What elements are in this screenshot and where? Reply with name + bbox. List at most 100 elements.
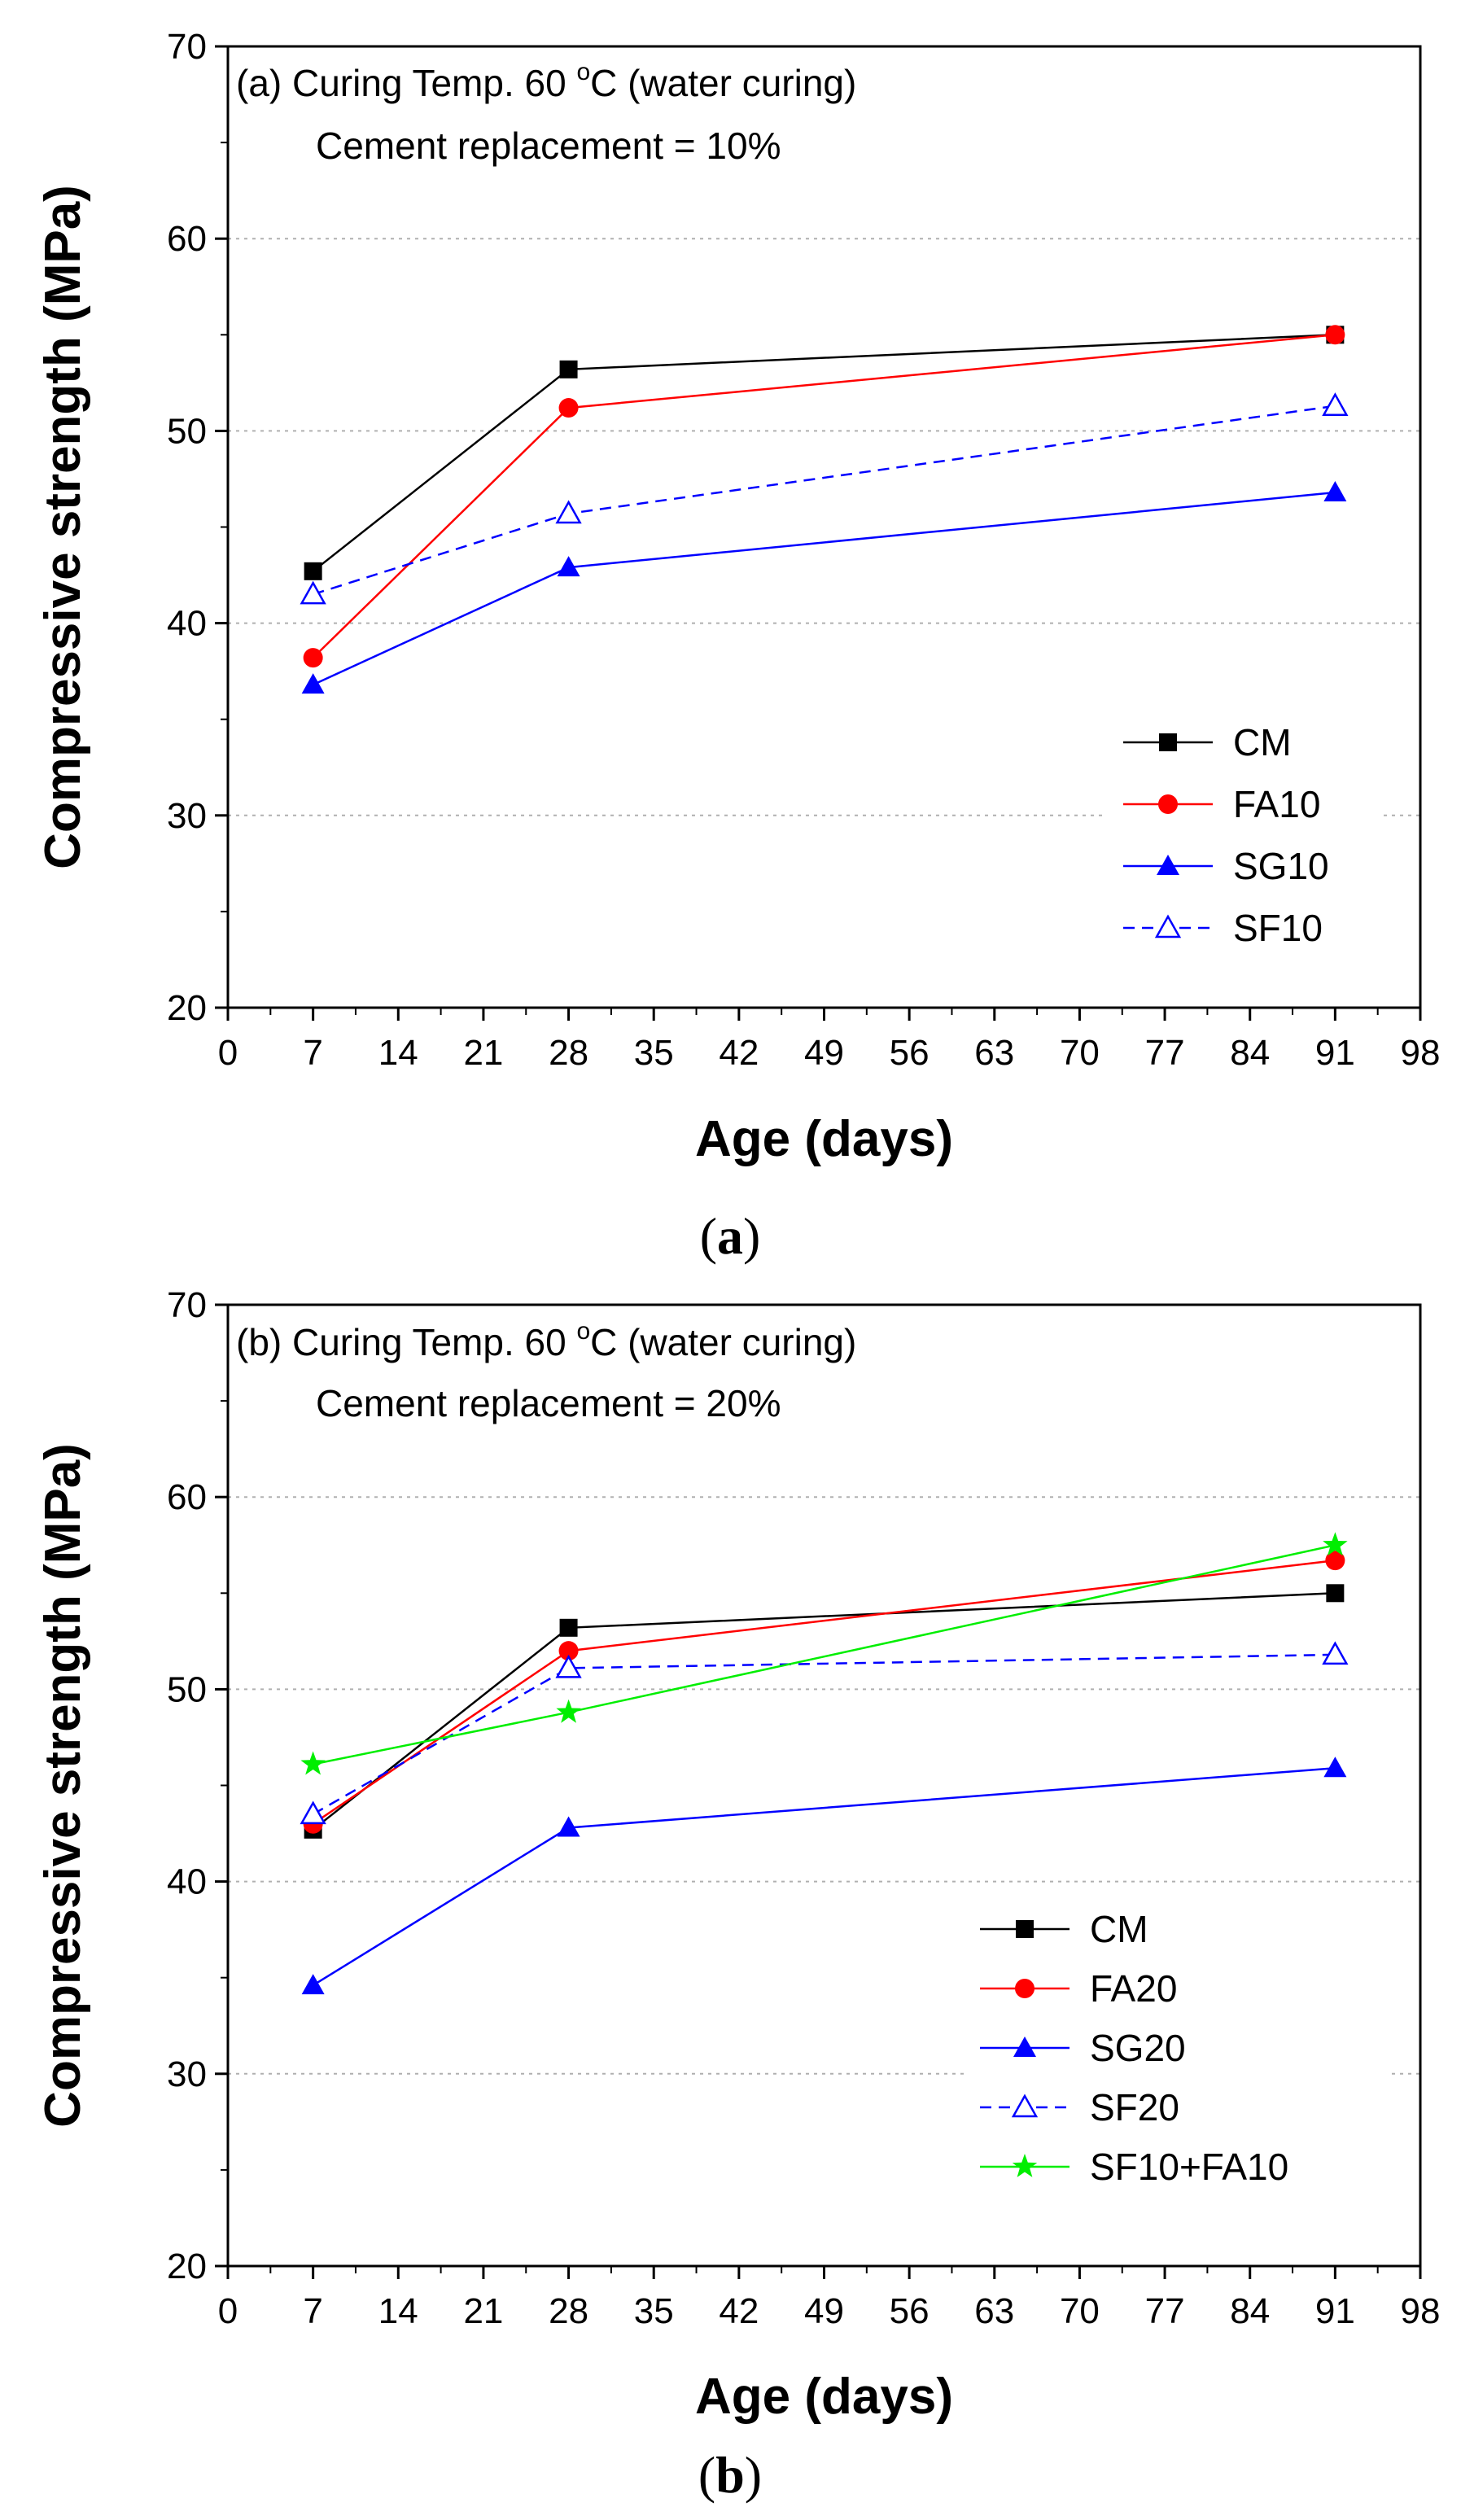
- legend: CM FA20 SG20 SF20 SF10+FA10: [964, 1892, 1387, 2225]
- data-point: [1323, 1532, 1348, 1556]
- x-tick-label: 70: [1060, 1033, 1100, 1073]
- x-tick-label: 91: [1315, 1033, 1355, 1073]
- panel-paren-close: ): [743, 1207, 760, 1265]
- y-tick-label: 20: [167, 2247, 207, 2286]
- panel-letter: a: [717, 1207, 743, 1265]
- data-point: [558, 398, 579, 418]
- data-point: [300, 1751, 326, 1775]
- x-axis-label: Age (days): [695, 2369, 953, 2425]
- panel-paren-close: ): [745, 2446, 762, 2504]
- legend-marker: [1013, 2037, 1036, 2057]
- x-tick-label: 63: [974, 2291, 1014, 2331]
- series-line: [313, 405, 1336, 596]
- legend-label: SF10+FA10: [1090, 2146, 1288, 2188]
- y-tick-label: 30: [167, 796, 207, 836]
- annotation-suffix: C (water curing): [590, 62, 856, 104]
- y-tick-label: 70: [167, 27, 207, 67]
- data-point: [1322, 392, 1349, 416]
- y-tick-label: 30: [167, 2054, 207, 2094]
- x-tick-label: 0: [218, 2291, 238, 2331]
- x-tick-label: 98: [1401, 1033, 1441, 1073]
- x-tick-label: 91: [1315, 2291, 1355, 2331]
- x-tick-label: 77: [1145, 1033, 1185, 1073]
- chart-b: 0 7 14 21 28 35 42 49 56 63 70 77 84 91 98 20 30 40 50 60 70…: [35, 1285, 1440, 2504]
- annotation-suffix: C (water curing): [590, 1321, 856, 1363]
- data-point: [1322, 1641, 1349, 1665]
- y-tick-label: 60: [167, 219, 207, 259]
- legend-background: [964, 1892, 1387, 2225]
- x-tick-label: 70: [1060, 2291, 1100, 2331]
- x-tick-label: 21: [463, 1033, 503, 1073]
- x-tick-label: 14: [378, 2291, 418, 2331]
- data-point: [301, 1974, 325, 1995]
- annotation-line1: (b) Curing Temp. 60 oC (water curing): [236, 1318, 856, 1363]
- x-tick-label: 28: [549, 2291, 588, 2331]
- y-axis-label: Compressive strength (MPa): [35, 1443, 91, 2128]
- data-point: [557, 556, 580, 577]
- x-axis-label: Age (days): [695, 1111, 953, 1167]
- series-line: [313, 491, 1336, 686]
- y-tick-label: 20: [167, 988, 207, 1028]
- annotation-prefix: (a) Curing Temp. 60: [236, 62, 576, 104]
- data-point: [1325, 325, 1345, 345]
- data-point: [303, 648, 323, 668]
- series-SG10: [301, 480, 1347, 694]
- data-point: [300, 1800, 326, 1825]
- annotation-prefix: (b) Curing Temp. 60: [236, 1321, 576, 1363]
- x-tick-label: 49: [804, 1033, 844, 1073]
- x-tick-label: 35: [634, 1033, 674, 1073]
- series-FA10: [303, 325, 1345, 668]
- degree-superscript: o: [576, 59, 590, 85]
- x-tick-label: 98: [1401, 2291, 1441, 2331]
- series-FA20: [303, 1551, 1345, 1834]
- legend-marker: [1012, 2154, 1038, 2177]
- data-point: [557, 1816, 580, 1837]
- x-tick-label: 14: [378, 1033, 418, 1073]
- x-tick-label: 0: [218, 1033, 238, 1073]
- x-tick-label: 42: [719, 2291, 759, 2331]
- x-tick-label: 7: [303, 2291, 322, 2331]
- legend-label: CM: [1233, 721, 1292, 763]
- y-tick-label: 50: [167, 1669, 207, 1709]
- data-point: [300, 580, 326, 605]
- chart-a: 0 7 14 21 28 35 42 49 56 63 70 77 84 91 98 20 30 40 50 60 70…: [35, 27, 1440, 1265]
- y-axis-label: Compressive strength (MPa): [35, 185, 91, 869]
- y-tick-label: 60: [167, 1477, 207, 1517]
- y-tick-label: 40: [167, 1862, 207, 1902]
- series-line: [313, 1544, 1336, 1765]
- x-tick-label: 35: [634, 2291, 674, 2331]
- panel-paren-open: (: [698, 2446, 715, 2504]
- legend-label: SF20: [1090, 2086, 1179, 2128]
- legend-marker: [1016, 1920, 1034, 1938]
- panel-paren-open: (: [700, 1207, 717, 1265]
- series-SF10: [300, 392, 1349, 605]
- data-point: [1323, 1757, 1347, 1778]
- data-point: [301, 673, 325, 694]
- legend-marker: [1158, 794, 1178, 814]
- series-line: [312, 334, 1336, 572]
- legend-marker: [1157, 855, 1179, 875]
- legend-label: SG10: [1233, 845, 1329, 887]
- x-tick-label: 56: [890, 1033, 930, 1073]
- data-point: [556, 1699, 581, 1723]
- series-SF20: [300, 1641, 1349, 1825]
- panel-letter: b: [715, 2446, 745, 2504]
- series-SF10+FA10: [300, 1532, 1348, 1775]
- series-line: [312, 1592, 1336, 1831]
- series-SG20: [301, 1757, 1347, 1995]
- x-tick-label: 84: [1230, 2291, 1270, 2331]
- x-tick-label: 21: [463, 2291, 503, 2331]
- legend-label: FA20: [1090, 1967, 1177, 2010]
- x-tick-label: 56: [890, 2291, 930, 2331]
- series-line: [312, 1653, 1336, 1815]
- x-tick-label: 28: [549, 1033, 588, 1073]
- legend-label: SF10: [1233, 907, 1323, 949]
- annotation-line2: Cement replacement = 10%: [316, 125, 781, 167]
- series-line: [312, 334, 1336, 658]
- data-point: [1325, 1551, 1345, 1571]
- data-point: [304, 562, 322, 580]
- x-tick-label: 49: [804, 2291, 844, 2331]
- data-point: [555, 500, 582, 524]
- x-tick-label: 7: [303, 1033, 322, 1073]
